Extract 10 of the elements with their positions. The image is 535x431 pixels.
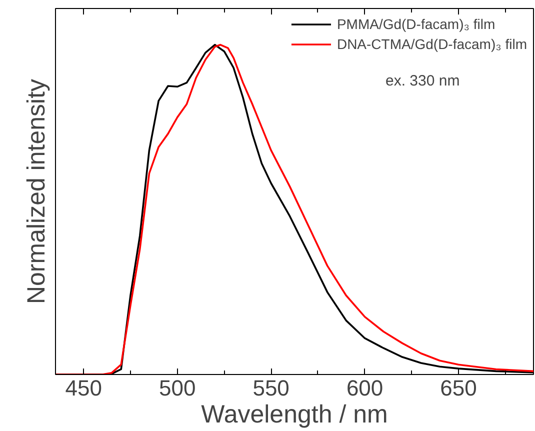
legend-label: PMMA/Gd(D-facam)₃ film: [336, 16, 496, 32]
x-tick-label: 650: [440, 376, 477, 400]
y-axis-title: Normalized intensity: [22, 78, 50, 304]
x-tick-label: 450: [65, 376, 102, 400]
legend-label: DNA-CTMA/Gd(D-facam)₃ film: [336, 36, 527, 52]
annotation: ex. 330 nm: [386, 72, 460, 90]
x-tick-label: 600: [346, 376, 384, 400]
x-tick-label: 550: [252, 376, 290, 400]
x-axis-title: Wavelength / nm: [201, 400, 388, 428]
x-tick-label: 500: [158, 376, 196, 400]
